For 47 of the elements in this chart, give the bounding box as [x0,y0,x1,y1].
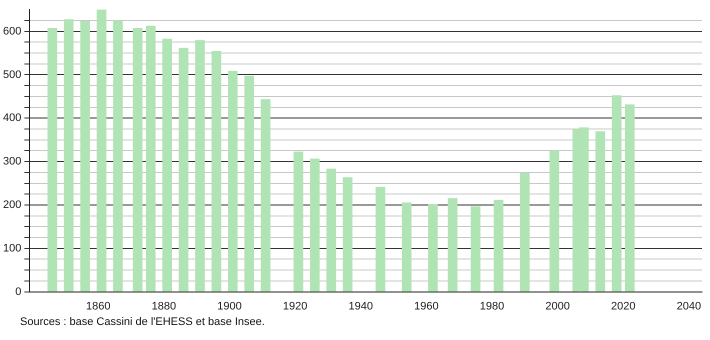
bar [96,10,106,292]
bar [178,48,188,292]
bar [64,19,74,292]
bar [244,76,254,292]
x-tick-label: 2000 [545,300,570,312]
source-note: Sources : base Cassini de l'EHESS et base Insee. [19,316,266,328]
bar [624,104,635,292]
y-tick-label: 100 [2,242,22,254]
x-tick-label: 1940 [348,300,373,312]
x-tick-label: 1860 [86,300,110,312]
bar [376,186,386,292]
bar [294,152,304,292]
bar [80,20,90,292]
x-tick-label: 2040 [676,300,702,312]
bar [428,204,438,292]
x-tick-label: 1960 [414,300,439,312]
bar [342,177,352,292]
bar [162,38,172,292]
bar [212,50,222,292]
bar [494,200,504,292]
bar [595,131,606,292]
bar [113,20,123,292]
y-tick-label: 600 [2,25,22,38]
bar [47,28,58,292]
x-tick-label: 2020 [611,300,636,312]
bar [612,95,622,292]
x-tick-label: 1980 [480,300,504,312]
bar [310,158,320,292]
bar [326,168,336,292]
y-tick-label: 200 [2,199,22,211]
x-tick-label: 1920 [282,300,308,312]
y-tick-label: 500 [2,68,22,81]
bar [470,206,480,292]
x-tick-label: 1900 [217,300,242,312]
y-tick-label: 0 [15,286,22,298]
bar [146,26,156,292]
bar [260,99,270,292]
bar [132,28,142,292]
bar [195,40,205,292]
y-tick-label: 300 [2,156,22,168]
y-tick-label: 400 [2,112,22,124]
bar [520,172,530,292]
x-tick-label: 1880 [152,300,176,312]
bar [228,70,238,292]
bar [550,150,560,292]
bar [448,198,458,292]
bar [402,202,412,292]
